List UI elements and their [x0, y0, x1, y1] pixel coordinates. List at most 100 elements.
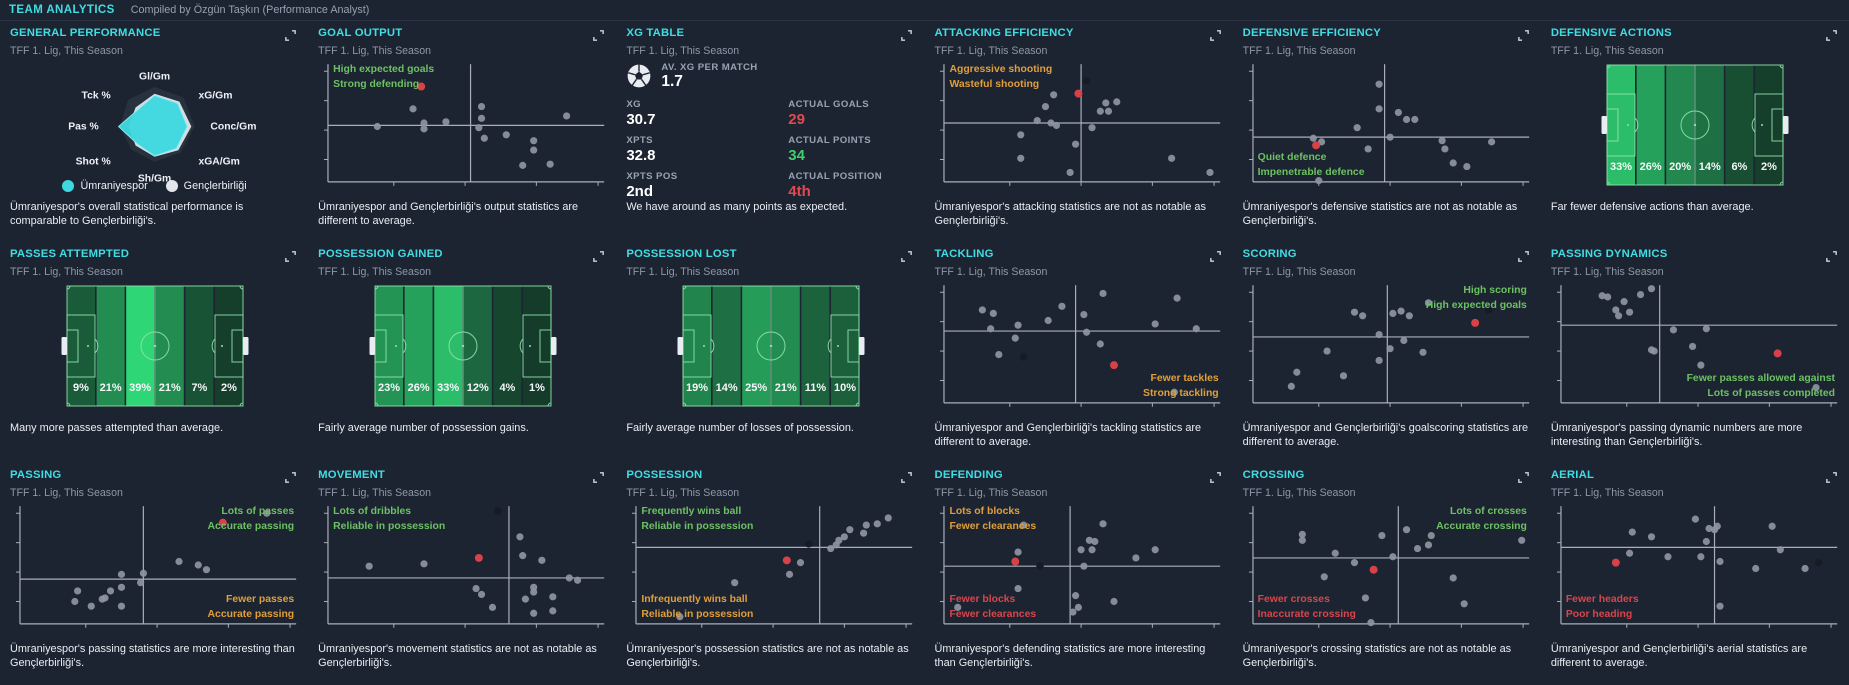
expand-icon	[1209, 472, 1221, 483]
passing-caption: Ümraniyespor's passing statistics are mo…	[10, 643, 295, 670]
general-performance-expand-button[interactable]	[284, 29, 297, 42]
xg-table-expand-button[interactable]	[900, 29, 913, 42]
panel-scoring: SCORING TFF 1. Lig, This Season High scori…	[1233, 242, 1541, 463]
league-team-dot	[71, 597, 79, 606]
expand-icon	[1826, 472, 1837, 483]
annotation-line: Reliable in possession	[333, 521, 446, 533]
annotation-line: Strong defending	[333, 79, 420, 91]
league-team-dot	[1014, 584, 1023, 593]
xg-stat-cell: XPTS POS 2nd	[626, 171, 788, 200]
annotation-line: Accurate passing	[207, 608, 295, 620]
league-team-dot	[1323, 347, 1331, 355]
panel-xg-table: XG TABLE TFF 1. Lig, This Season AV. XG PE…	[616, 21, 924, 242]
annotation-line: Infrequently wins ball	[641, 593, 748, 605]
expand-icon	[1209, 251, 1221, 262]
scoring-subtitle: TFF 1. Lig, This Season	[1242, 266, 1356, 278]
league-team-dot	[1020, 521, 1028, 529]
possession-expand-button[interactable]	[900, 471, 913, 484]
league-team-dot	[478, 102, 486, 111]
league-team-dot	[478, 114, 486, 122]
goal-output-expand-button[interactable]	[592, 29, 605, 42]
xg-table-caption: We have around as many points as expecte…	[626, 201, 848, 213]
own-team-dot	[1773, 349, 1782, 358]
passes-attempted-expand-button[interactable]	[284, 250, 297, 263]
defensive-actions-expand-button[interactable]	[1825, 29, 1838, 42]
pitch-line	[239, 285, 243, 290]
league-team-dot	[365, 562, 373, 570]
defensive-efficiency-chart-area: Quiet defence Impenetrable defence	[1243, 61, 1532, 194]
attacking-efficiency-plot	[940, 64, 1221, 186]
pitch-zone	[801, 286, 830, 406]
league-team-dot	[202, 566, 211, 574]
league-team-dot	[1603, 293, 1612, 301]
passing-annotation-tr: Lots of passes Accurate passing	[208, 504, 295, 534]
tackling-expand-button[interactable]	[1209, 250, 1222, 263]
defending-title: DEFENDING	[934, 469, 1003, 481]
legend-label: Gençlerbirliği	[183, 180, 247, 192]
league-team-dot	[1377, 532, 1386, 540]
league-team-dot	[1088, 546, 1097, 554]
zone-percent-label: 10%	[834, 382, 856, 394]
league-team-dot	[1812, 383, 1820, 392]
panel-goal-output: GOAL OUTPUT TFF 1. Lig, This Season High e…	[308, 21, 616, 242]
annotation-line: High expected goals	[333, 64, 435, 75]
defending-expand-button[interactable]	[1209, 471, 1222, 484]
stat-value: 2nd	[626, 183, 653, 200]
pitch-zone	[155, 286, 184, 406]
aerial-expand-button[interactable]	[1825, 471, 1838, 484]
penalty-spot	[702, 345, 705, 347]
panels-grid: GENERAL PERFORMANCE TFF 1. Lig, This Seas…	[0, 21, 1849, 685]
goal-output-chart-area: High expected goals Strong defending	[318, 61, 607, 194]
expand-icon	[1209, 30, 1221, 41]
crossing-expand-button[interactable]	[1517, 471, 1530, 484]
aerial-panel-header: AERIAL	[1551, 469, 1840, 484]
panel-general-performance: GENERAL PERFORMANCE TFF 1. Lig, This Seas…	[0, 21, 308, 242]
league-team-dot	[1427, 532, 1435, 540]
league-team-dot	[1045, 316, 1053, 325]
attacking-efficiency-expand-button[interactable]	[1209, 29, 1222, 42]
xg-table-title: XG TABLE	[626, 27, 685, 39]
goal-output-panel-header: GOAL OUTPUT	[318, 27, 607, 42]
possession-gained-expand-button[interactable]	[592, 250, 605, 263]
general-performance-title: GENERAL PERFORMANCE	[10, 27, 161, 39]
league-team-dot	[1353, 124, 1361, 132]
league-team-dot	[1132, 554, 1140, 562]
pitch-line	[1779, 64, 1784, 69]
possession-lost-expand-button[interactable]	[900, 250, 913, 263]
opponent-team-dot	[1814, 558, 1823, 567]
league-team-dot	[1320, 573, 1328, 581]
league-team-dot	[860, 529, 868, 537]
passing-expand-button[interactable]	[284, 471, 297, 484]
league-team-dot	[87, 602, 95, 610]
league-team-dot	[1088, 124, 1097, 132]
annotation-line: Lots of passes completed	[1707, 387, 1835, 399]
league-team-dot	[1702, 325, 1710, 333]
league-team-dot	[139, 569, 148, 577]
league-team-dot	[1086, 536, 1094, 544]
pitch-zone	[214, 286, 243, 406]
xg-stat-cell: ACTUAL POINTS 34	[788, 135, 915, 164]
movement-expand-button[interactable]	[592, 471, 605, 484]
passing-dynamics-expand-button[interactable]	[1825, 250, 1838, 263]
center-spot	[1694, 123, 1697, 127]
penalty-spot	[528, 345, 531, 347]
league-team-dot	[1067, 168, 1075, 177]
league-team-dot	[1397, 307, 1405, 315]
league-team-dot	[194, 561, 202, 569]
panel-attacking-efficiency: ATTACKING EFFICIENCY TFF 1. Lig, This Sea…	[924, 21, 1232, 242]
scoring-expand-button[interactable]	[1517, 250, 1530, 263]
panel-possession-gained: POSSESSION GAINED TFF 1. Lig, This Season…	[308, 242, 616, 463]
defending-caption: Ümraniyespor's defending statistics are …	[934, 643, 1206, 670]
possession-subtitle: TFF 1. Lig, This Season	[626, 487, 740, 499]
defensive-efficiency-expand-button[interactable]	[1517, 29, 1530, 42]
defending-annotation-bl: Fewer blocks Fewer clearances	[949, 592, 1036, 622]
goal-output-caption: Ümraniyespor and Gençlerbirliği's output…	[318, 201, 579, 228]
league-team-dot	[1317, 138, 1325, 146]
annotation-line: Fewer crosses	[1257, 593, 1330, 605]
goal-left	[61, 337, 67, 355]
possession-gained-title: POSSESSION GAINED	[318, 248, 443, 260]
pitch-zone	[125, 286, 154, 406]
stat-value: 34	[788, 147, 805, 164]
goal-output-plot	[324, 64, 605, 186]
league-team-dot	[874, 520, 882, 528]
